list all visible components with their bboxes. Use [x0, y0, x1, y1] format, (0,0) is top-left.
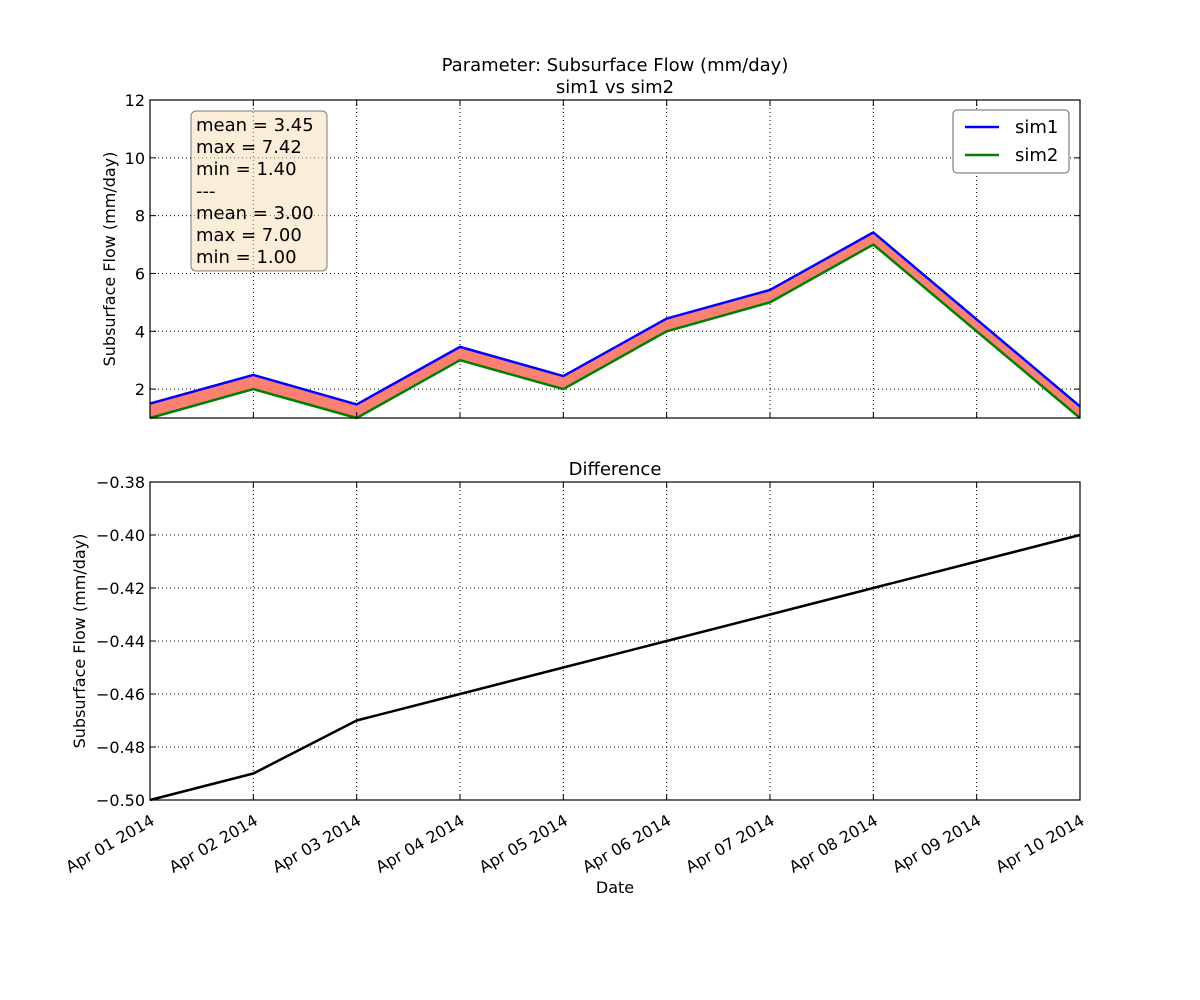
bottom-y-tick-label: −0.40: [96, 526, 145, 545]
top-y-ticks: 2 4 6 8 10 12: [125, 91, 1081, 418]
x-tick-label: Apr 07 2014: [682, 811, 777, 877]
legend-label-sim2: sim2: [1015, 145, 1058, 166]
stats-line: min = 1.00: [196, 247, 297, 268]
top-y-tick-label: 10: [125, 149, 145, 168]
top-chart-panel: Parameter: Subsurface Flow (mm/day) sim1…: [100, 55, 1081, 420]
bottom-y-tick-label: −0.48: [96, 738, 145, 757]
x-tick-label: Apr 02 2014: [166, 811, 261, 877]
legend: sim1 sim2: [952, 109, 1070, 174]
bottom-y-tick-label: −0.44: [96, 632, 145, 651]
x-tick-label: Apr 05 2014: [476, 811, 571, 877]
top-plot-frame: [149, 99, 1081, 419]
top-chart-title: Parameter: Subsurface Flow (mm/day): [442, 55, 789, 76]
x-tick-label: Apr 08 2014: [786, 811, 881, 877]
stats-line: mean = 3.45: [196, 115, 314, 136]
top-y-tick-label: 12: [125, 91, 145, 110]
stats-line: mean = 3.00: [196, 203, 314, 224]
bottom-grid: [150, 482, 1080, 800]
legend-label-sim1: sim1: [1015, 117, 1058, 138]
bottom-x-ticks: Apr 01 2014 Apr 02 2014 Apr 03 2014 Apr 04 …: [62, 482, 1088, 877]
top-y-axis-label: Subsurface Flow (mm/day): [100, 152, 119, 367]
top-y-tick-label: 4: [135, 322, 145, 341]
series-line-sim1: [149, 231, 1081, 408]
top-y-tick-label: 6: [135, 264, 145, 283]
top-series-layer: [149, 231, 1081, 420]
stats-line: max = 7.00: [196, 225, 302, 246]
difference-line: [149, 533, 1081, 802]
stats-line: min = 1.40: [196, 159, 297, 180]
bottom-y-ticks: −0.50 −0.48 −0.46 −0.44 −0.42 −0.40 −0.38: [96, 473, 1080, 810]
x-tick-label: Apr 04 2014: [372, 811, 467, 877]
bottom-chart-panel: Difference −0.50 −0.48 −0.46 −0.44 −0.42 −0.4…: [62, 459, 1087, 897]
stats-line: ---: [196, 181, 216, 202]
bottom-y-axis-label: Subsurface Flow (mm/day): [70, 534, 89, 749]
series-line-sim2: [149, 243, 1081, 420]
x-tick-label: Apr 01 2014: [62, 811, 157, 877]
bottom-x-axis-label: Date: [596, 878, 634, 897]
bottom-y-tick-label: −0.38: [96, 473, 145, 492]
bottom-y-tick-label: −0.50: [96, 791, 145, 810]
bottom-chart-title: Difference: [569, 459, 662, 480]
bottom-series-layer: [149, 533, 1081, 802]
stats-line: max = 7.42: [196, 137, 302, 158]
top-y-tick-label: 2: [135, 380, 145, 399]
x-tick-label: Apr 06 2014: [579, 811, 674, 877]
bottom-y-tick-label: −0.46: [96, 685, 145, 704]
stats-box-background: [190, 110, 328, 272]
top-y-tick-label: 8: [135, 207, 145, 226]
x-tick-label: Apr 10 2014: [992, 811, 1087, 877]
x-tick-label: Apr 03 2014: [269, 811, 364, 877]
bottom-y-tick-label: −0.42: [96, 579, 145, 598]
x-tick-label: Apr 09 2014: [889, 811, 984, 877]
top-chart-subtitle: sim1 vs sim2: [556, 77, 674, 98]
